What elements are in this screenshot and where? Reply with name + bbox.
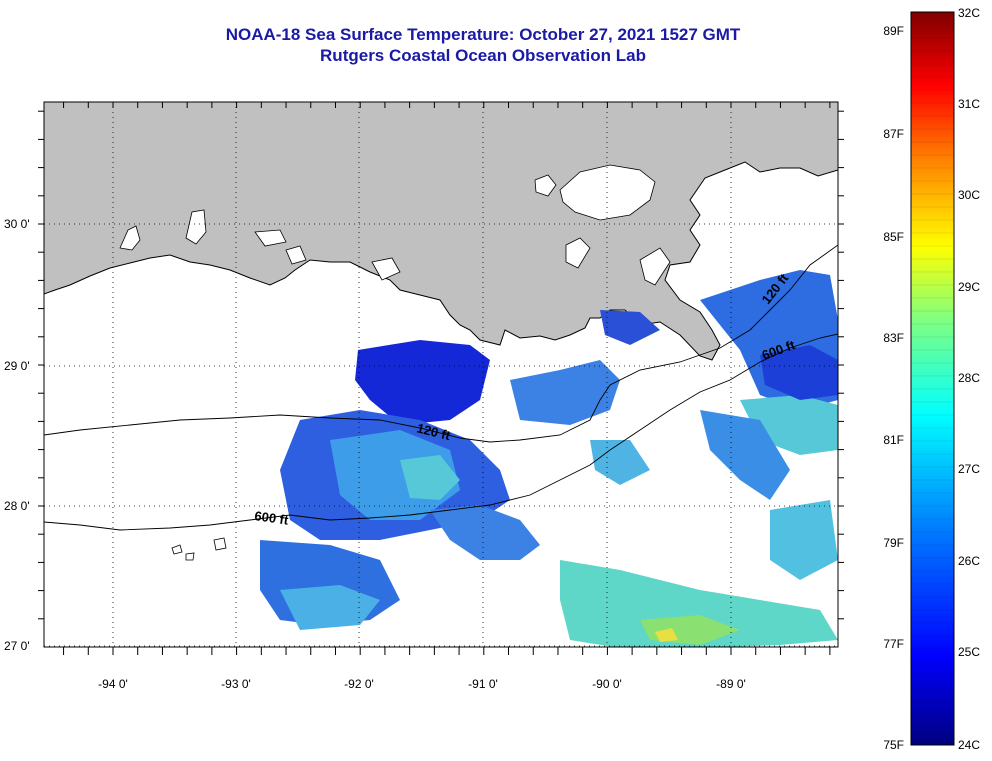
map-frame bbox=[43, 101, 839, 648]
fahrenheit-label: 75F bbox=[883, 738, 904, 752]
title-line-2: Rutgers Coastal Ocean Observation Lab bbox=[320, 46, 646, 65]
celsius-label: 32C bbox=[958, 6, 980, 20]
celsius-label: 27C bbox=[958, 462, 980, 476]
map-title: NOAA-18 Sea Surface Temperature: October… bbox=[0, 24, 966, 66]
lon-label: -92 0' bbox=[344, 677, 374, 691]
axis-ticks bbox=[38, 102, 844, 655]
lon-label: -90 0' bbox=[592, 677, 622, 691]
fahrenheit-label: 81F bbox=[883, 433, 904, 447]
lake bbox=[119, 225, 141, 251]
contour-label: 600 ft bbox=[254, 508, 290, 528]
colorbar-bands bbox=[911, 24, 954, 741]
lake bbox=[185, 209, 207, 245]
isobath-600ft bbox=[44, 333, 838, 531]
lat-label: 27 0' bbox=[4, 639, 30, 653]
lake bbox=[565, 237, 591, 269]
celsius-label: 26C bbox=[958, 554, 980, 568]
lake bbox=[534, 174, 557, 197]
lat-label: 28 0' bbox=[4, 499, 30, 513]
celsius-label: 28C bbox=[958, 371, 980, 385]
fahrenheit-label: 87F bbox=[883, 127, 904, 141]
fahrenheit-label: 83F bbox=[883, 331, 904, 345]
fahrenheit-label: 89F bbox=[883, 24, 904, 38]
celsius-label: 25C bbox=[958, 645, 980, 659]
sst-data-layer bbox=[260, 270, 838, 647]
lon-label: -94 0' bbox=[98, 677, 128, 691]
lon-label: -89 0' bbox=[716, 677, 746, 691]
isobath-120ft bbox=[44, 244, 838, 443]
celsius-label: 30C bbox=[958, 188, 980, 202]
land-mass bbox=[44, 102, 838, 361]
lake bbox=[639, 247, 671, 286]
lat-label: 29 0' bbox=[4, 359, 30, 373]
lon-label: -91 0' bbox=[468, 677, 498, 691]
colorbar-gradient bbox=[910, 11, 955, 746]
lat-label: 30 0' bbox=[4, 217, 30, 231]
title-line-1: NOAA-18 Sea Surface Temperature: October… bbox=[225, 25, 741, 44]
fahrenheit-label: 85F bbox=[883, 230, 904, 244]
lon-label: -93 0' bbox=[221, 677, 251, 691]
lake bbox=[559, 164, 656, 221]
celsius-label: 24C bbox=[958, 738, 980, 752]
graticule bbox=[44, 102, 838, 647]
lake bbox=[254, 229, 287, 247]
lake bbox=[285, 245, 307, 265]
lake bbox=[371, 257, 401, 281]
celsius-label: 29C bbox=[958, 280, 980, 294]
fahrenheit-label: 79F bbox=[883, 536, 904, 550]
fahrenheit-label: 77F bbox=[883, 637, 904, 651]
celsius-label: 31C bbox=[958, 97, 980, 111]
